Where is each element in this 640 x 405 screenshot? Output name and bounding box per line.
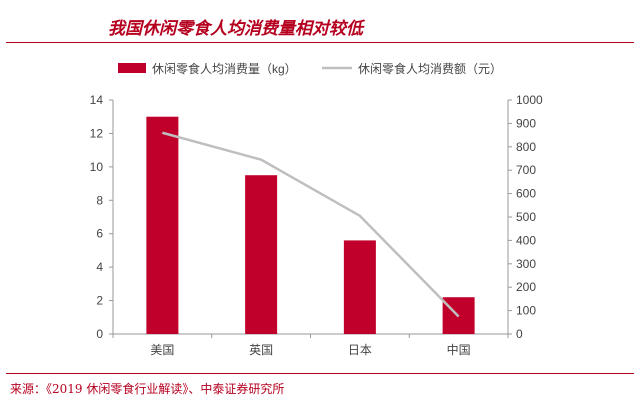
legend-line-label: 休闲零食人均消费额（元） bbox=[358, 61, 502, 76]
right-tick-label: 0 bbox=[516, 327, 523, 341]
legend-bar-swatch bbox=[118, 63, 146, 73]
x-tick-label: 日本 bbox=[348, 343, 372, 357]
left-tick-label: 0 bbox=[96, 327, 103, 341]
line-series bbox=[162, 131, 460, 318]
bar-日本 bbox=[343, 240, 376, 334]
right-tick-label: 1000 bbox=[516, 93, 543, 107]
x-tick-label: 美国 bbox=[150, 343, 174, 357]
right-tick-label: 300 bbox=[516, 257, 536, 271]
footer-divider bbox=[6, 373, 634, 374]
legend-bar-label: 休闲零食人均消费量（kg） bbox=[152, 61, 297, 76]
right-tick-label: 600 bbox=[516, 187, 536, 201]
right-tick-label: 500 bbox=[516, 210, 536, 224]
left-tick-label: 4 bbox=[96, 260, 103, 274]
left-tick-label: 2 bbox=[96, 294, 103, 308]
bar-美国 bbox=[146, 116, 179, 334]
left-tick-label: 6 bbox=[96, 227, 103, 241]
right-tick-label: 200 bbox=[516, 280, 536, 294]
source-note: 来源：《2019 休闲零食行业解读》、中泰证券研究所 bbox=[10, 382, 285, 396]
x-tick-label: 中国 bbox=[447, 342, 471, 357]
right-tick-label: 400 bbox=[516, 233, 536, 247]
right-tick-label: 900 bbox=[516, 116, 536, 130]
left-tick-label: 14 bbox=[90, 93, 104, 107]
left-tick-label: 12 bbox=[90, 126, 104, 140]
bar-英国 bbox=[245, 175, 278, 334]
left-tick-label: 8 bbox=[96, 193, 103, 207]
x-tick-label: 英国 bbox=[249, 343, 273, 357]
right-tick-label: 100 bbox=[516, 304, 536, 318]
title-divider bbox=[6, 42, 634, 43]
left-tick-label: 10 bbox=[90, 160, 104, 174]
chart-title: 我国休闲零食人均消费量相对较低 bbox=[108, 19, 363, 39]
right-tick-label: 800 bbox=[516, 140, 536, 154]
right-tick-label: 700 bbox=[516, 163, 536, 177]
